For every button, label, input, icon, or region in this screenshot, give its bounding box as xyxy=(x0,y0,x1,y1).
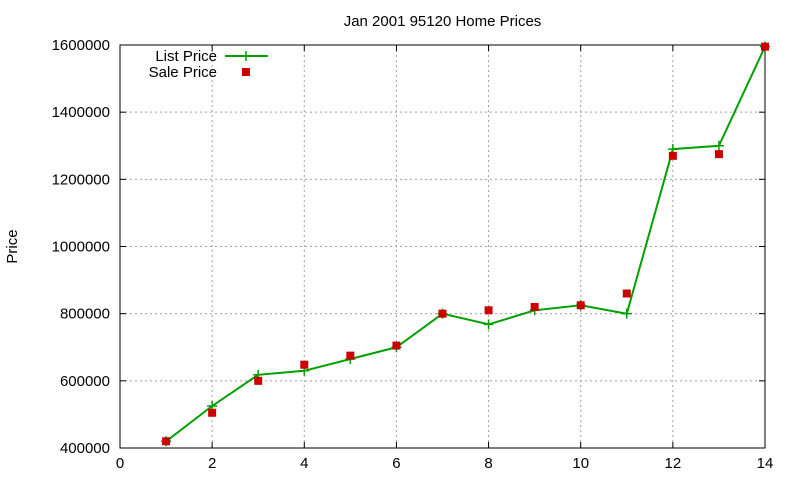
y-tick-label: 1400000 xyxy=(52,104,110,121)
y-tick-label: 600000 xyxy=(60,373,110,390)
legend-label: Sale Price xyxy=(149,64,217,81)
sale-price-point xyxy=(300,360,309,369)
grid xyxy=(120,45,765,448)
x-tick-label: 10 xyxy=(572,455,589,472)
sale-price-point xyxy=(668,151,677,160)
y-tick-label: 400000 xyxy=(60,440,110,457)
sale-price-point xyxy=(530,302,539,311)
x-tick-label: 14 xyxy=(757,455,774,472)
sale-price-point xyxy=(208,408,217,417)
list-price-point xyxy=(621,308,632,319)
list-price-point xyxy=(483,319,494,330)
x-tick-label: 8 xyxy=(484,455,492,472)
series-1 xyxy=(162,42,769,446)
y-axis-label: Price xyxy=(4,229,21,263)
x-tick-label: 4 xyxy=(300,455,308,472)
axis-ticks: 0 2 4 6 8 10 12 14 400000 600000 800000 1000000 1200… xyxy=(52,37,774,472)
sale-price-point xyxy=(162,437,171,446)
sale-price-point xyxy=(346,351,355,360)
sale-price-point xyxy=(438,309,447,318)
x-tick-label: 0 xyxy=(116,455,124,472)
y-tick-label: 1000000 xyxy=(52,239,110,256)
x-tick-label: 2 xyxy=(208,455,216,472)
series-0 xyxy=(161,41,770,447)
list-price-point xyxy=(713,140,724,151)
x-tick-label: 6 xyxy=(392,455,400,472)
legend-swatch-marker xyxy=(242,68,250,76)
series xyxy=(161,41,770,447)
sale-price-point xyxy=(392,341,401,350)
legend-label: List Price xyxy=(155,48,217,65)
y-tick-label: 1600000 xyxy=(52,37,110,54)
x-tick-label: 12 xyxy=(665,455,682,472)
sale-price-point xyxy=(761,42,769,51)
sale-price-point xyxy=(484,306,493,315)
sale-price-point xyxy=(622,289,631,298)
sale-price-point xyxy=(254,376,263,385)
y-tick-label: 800000 xyxy=(60,306,110,323)
chart-title: Jan 2001 95120 Home Prices xyxy=(344,13,542,30)
sale-price-point xyxy=(714,150,723,159)
y-tick-label: 1200000 xyxy=(52,171,110,188)
list-price-line xyxy=(165,46,766,443)
sale-price-point xyxy=(576,301,585,310)
legend-swatch-marker xyxy=(241,51,251,61)
